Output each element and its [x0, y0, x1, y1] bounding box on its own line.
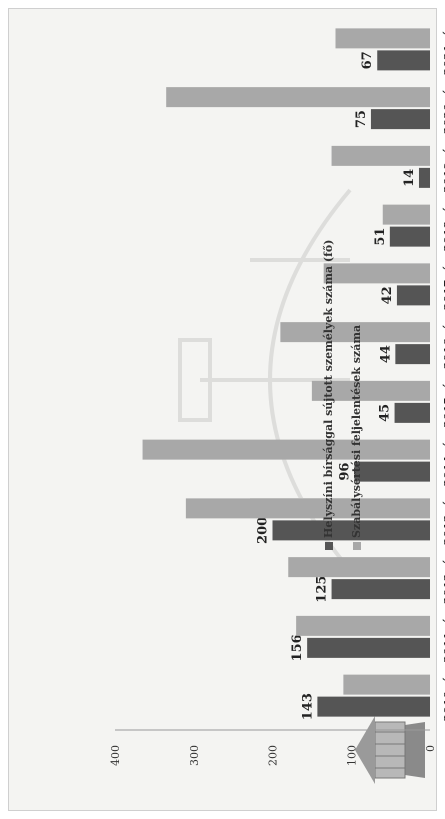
bar-reports [335, 28, 430, 49]
bar-data-label: 143 [300, 693, 315, 720]
legend-swatch [325, 542, 333, 550]
bar-reports [288, 557, 430, 578]
category-label: 2011. év [442, 610, 445, 662]
category-label: 2012. év [442, 552, 445, 604]
category-label: 2015. év [442, 375, 445, 427]
bar-data-label: 156 [290, 634, 305, 661]
category-label: 2019. év [442, 140, 445, 192]
bar-fines [370, 109, 430, 130]
bar-fines [377, 50, 430, 71]
bar-fines [396, 285, 430, 306]
bar-fines [394, 402, 430, 423]
bar-data-label: 200 [256, 517, 271, 544]
bar-data-label: 14 [402, 169, 417, 187]
category-label: 2021. év [442, 23, 445, 75]
category-label: 2014. év [442, 434, 445, 486]
logo-icon [355, 716, 425, 784]
bar-fines [331, 579, 430, 600]
bar-fines [317, 696, 431, 717]
bar-fines [418, 167, 431, 188]
bar-data-label: 42 [380, 286, 395, 304]
bar-data-label: 125 [315, 576, 330, 603]
bar-data-label: 75 [354, 110, 369, 128]
bar-data-label: 44 [378, 345, 393, 363]
bar-reports [166, 87, 430, 108]
bar-data-label: 51 [373, 228, 388, 246]
bar-reports [323, 263, 430, 284]
bar-reports [185, 498, 430, 519]
bar-reports [382, 204, 430, 225]
category-label: 2016. év [442, 317, 445, 369]
bar-fines [354, 461, 430, 482]
bar-data-label: 45 [378, 404, 393, 422]
y-tick-label: 200 [267, 745, 280, 766]
bar-fines [389, 226, 430, 247]
bar-reports [280, 322, 430, 343]
bar-data-label: 96 [337, 463, 352, 481]
bar-fines [307, 637, 430, 658]
legend-label: Szabálysértési feljelentések száma [350, 325, 363, 538]
y-tick-label: 400 [109, 745, 122, 766]
category-label: 2013. év [442, 493, 445, 545]
bar-reports [296, 615, 430, 636]
bar-reports [343, 674, 430, 695]
category-label: 2010. év [442, 669, 445, 721]
legend-label: Helyszíni bírsággal sújtott személyek sz… [322, 240, 335, 538]
category-label: 2020. év [442, 82, 445, 134]
y-tick-label: 100 [345, 745, 358, 766]
bar-reports [142, 439, 430, 460]
y-tick-label: 0 [424, 745, 437, 752]
category-label: 2018. év [442, 199, 445, 251]
category-label: 2017. év [442, 258, 445, 310]
bar-reports [331, 145, 430, 166]
bar-reports [311, 380, 430, 401]
bar-fines [272, 520, 430, 541]
legend-swatch [353, 542, 361, 550]
bar-fines [395, 344, 431, 365]
bar-data-label: 67 [360, 51, 375, 69]
y-tick-label: 300 [188, 745, 201, 766]
